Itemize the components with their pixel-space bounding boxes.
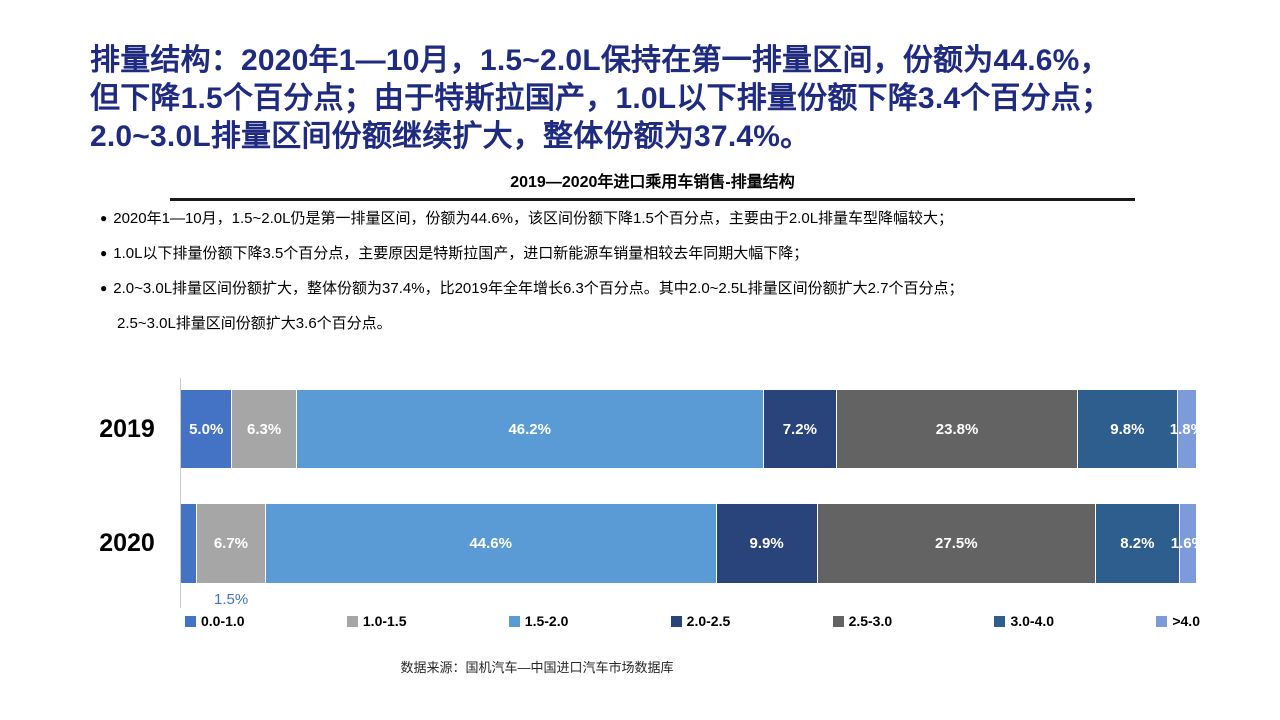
bar-value-label: 9.9%	[749, 535, 784, 552]
legend-item-3.0-4.0: 3.0-4.0	[994, 613, 1054, 629]
bullet-text: 2020年1—10月，1.5~2.0L仍是第一排量区间，份额为44.6%，该区间…	[113, 210, 954, 227]
chart-title: 2019—2020年进口乘用车销售-排量结构	[510, 174, 795, 191]
bar-segment-2020-2.5-3.0: 27.5%	[817, 504, 1096, 583]
bar-track: 5.0% 6.3% 46.2% 7.2% 23.8% 9.8% 1.8%	[181, 390, 1204, 468]
bar-track: 6.7% 44.6% 9.9% 27.5% 8.2% 1.6%	[181, 504, 1205, 583]
legend-item->4.0: >4.0	[1156, 613, 1200, 629]
bar-segment-2020->4.0: 1.6%	[1171, 504, 1205, 583]
bar-segment-2019->4.0: 1.8%	[1170, 390, 1204, 468]
bullet-text: 1.0L以下排量份额下降3.5个百分点，主要原因是特斯拉国产，进口新能源车销量相…	[113, 245, 809, 262]
category-label-2020: 2020	[99, 529, 155, 557]
legend-label: 1.0-1.5	[362, 613, 407, 629]
bullet-text: 2.0~3.0L排量区间份额扩大，整体份额为37.4%，比2019年全年增长6.…	[113, 280, 964, 297]
bar-value-label: 5.0%	[189, 420, 224, 438]
bullet-icon: ●	[100, 246, 108, 260]
legend-label: 0.0-1.0	[201, 613, 245, 629]
legend-item-1.5-2.0: 1.5-2.0	[508, 613, 569, 629]
title-underline	[170, 198, 1135, 201]
bar-segment-2019-1.5-2.0: 46.2%	[296, 390, 763, 468]
legend-label: 3.0-4.0	[1010, 613, 1055, 629]
bar-value-label: 1.8%	[1169, 420, 1204, 438]
bar-segment-2020-0.0-1.0	[181, 504, 197, 583]
data-source-note: 数据来源：国机汽车—中国进口汽车市场数据库	[400, 660, 674, 675]
bar-value-label: 1.6%	[1170, 535, 1205, 552]
bullet-item-3: ● 2.0~3.0L排量区间份额扩大，整体份额为37.4%，比2019年全年增长6…	[100, 277, 1200, 299]
legend: 0.0-1.0 1.0-1.5 1.5-2.0 2.0-2.5 2.5-3.0 3.0-4…	[185, 613, 1200, 629]
bar-value-label: 23.8%	[935, 420, 979, 438]
legend-item-2.0-2.5: 2.0-2.5	[670, 613, 731, 629]
bar-segment-2020-2.0-2.5: 9.9%	[716, 504, 817, 583]
bar-value-label: 44.6%	[469, 535, 512, 552]
bar-segment-2019-2.0-2.5: 7.2%	[763, 390, 837, 468]
legend-swatch-icon	[670, 615, 682, 627]
legend-swatch-icon	[1156, 615, 1168, 627]
legend-swatch-icon	[346, 615, 358, 627]
bullet-item-1: ● 2020年1—10月，1.5~2.0L仍是第一排量区间，份额为44.6%，该区…	[100, 207, 1200, 229]
bar-segment-2020-3.0-4.0: 8.2%	[1096, 504, 1179, 583]
bar-segment-2020-1.5-2.0: 44.6%	[265, 504, 716, 583]
headline-line-3: 2.0~3.0L排量区间份额继续扩大，整体份额为37.4%。	[90, 120, 811, 153]
legend-label: 2.0-2.5	[686, 613, 731, 629]
bar-segment-2019-0.0-1.0: 5.0%	[181, 390, 232, 468]
bullet-icon: ●	[100, 281, 108, 295]
legend-item-0.0-1.0: 0.0-1.0	[185, 613, 245, 629]
bar-value-label: 7.2%	[782, 420, 817, 438]
legend-swatch-icon	[994, 615, 1006, 627]
bar-value-label: 46.2%	[508, 420, 551, 438]
headline-line-2: 但下降1.5个百分点；由于特斯拉国产，1.0L以下排量份额下降3.4个百分点；	[90, 82, 1112, 115]
outside-data-label: 1.5%	[214, 591, 249, 608]
bar-segment-2019-2.5-3.0: 23.8%	[837, 390, 1077, 468]
legend-item-1.0-1.5: 1.0-1.5	[346, 613, 407, 629]
bullet-icon: ●	[100, 211, 108, 225]
bar-value-label: 6.3%	[247, 420, 282, 438]
bullet-list: ● 2020年1—10月，1.5~2.0L仍是第一排量区间，份额为44.6%，该区…	[100, 207, 1200, 334]
category-label-2019: 2019	[99, 415, 155, 443]
bar-segment-2020-1.0-1.5: 6.7%	[197, 504, 265, 583]
bar-segment-2019-3.0-4.0: 9.8%	[1078, 390, 1177, 468]
legend-swatch-icon	[185, 615, 196, 627]
bar-value-label: 9.8%	[1110, 420, 1145, 438]
bar-value-label: 6.7%	[213, 535, 249, 552]
bar-segment-2019-1.0-1.5: 6.3%	[232, 390, 296, 468]
legend-label: >4.0	[1172, 613, 1200, 629]
legend-label: 2.5-3.0	[848, 613, 893, 629]
headline-line-1: 排量结构：2020年1—10月，1.5~2.0L保持在第一排量区间，份额为44.…	[90, 44, 1110, 77]
legend-swatch-icon	[832, 615, 844, 627]
bullet-continuation: 2.5~3.0L排量区间份额扩大3.6个百分点。	[117, 315, 392, 332]
slide-headline: 排量结构：2020年1—10月，1.5~2.0L保持在第一排量区间，份额为44.…	[90, 42, 1200, 156]
bar-value-label: 27.5%	[935, 535, 978, 552]
y-axis-line	[180, 378, 181, 608]
legend-label: 1.5-2.0	[524, 613, 569, 629]
bullet-item-2: ● 1.0L以下排量份额下降3.5个百分点，主要原因是特斯拉国产，进口新能源车销量…	[100, 242, 1200, 264]
legend-item-2.5-3.0: 2.5-3.0	[832, 613, 893, 629]
legend-swatch-icon	[508, 615, 520, 627]
bar-value-label: 8.2%	[1120, 535, 1155, 552]
